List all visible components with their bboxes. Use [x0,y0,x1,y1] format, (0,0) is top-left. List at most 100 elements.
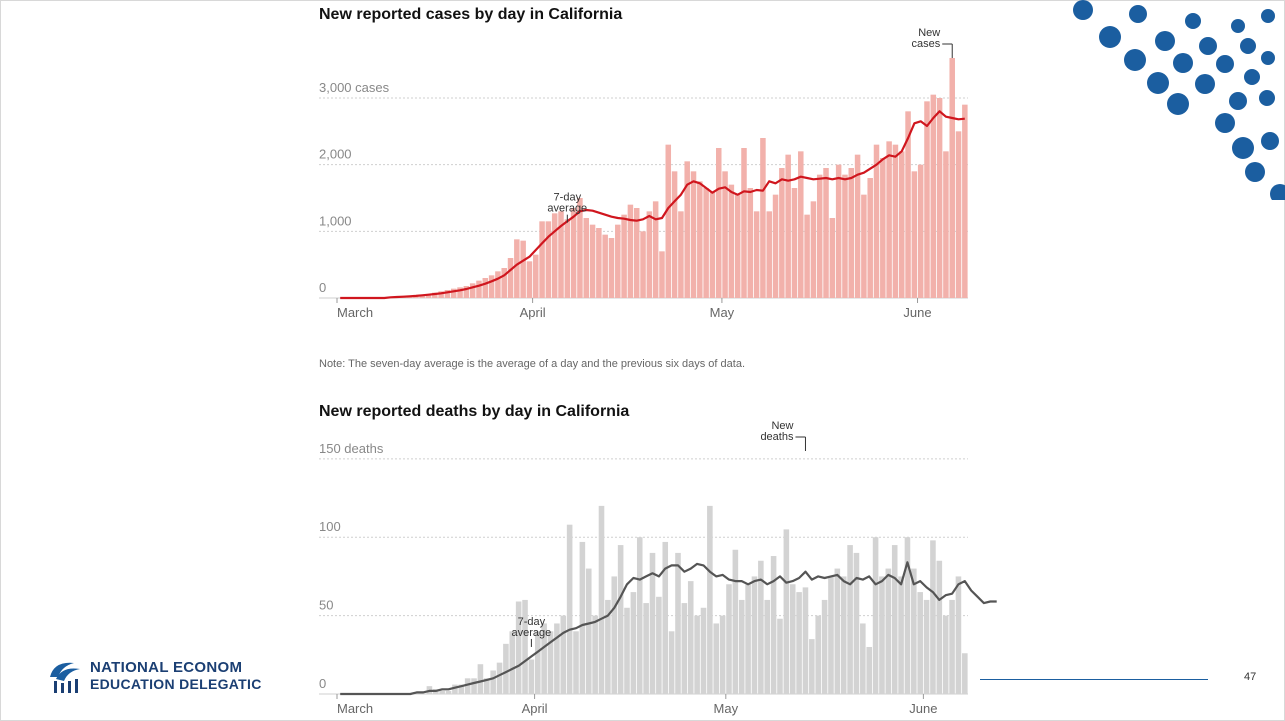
deaths-bar [541,623,547,694]
cases-x-tick-label: April [520,305,546,320]
cases-bar [917,164,924,298]
cases-bar [867,178,873,298]
cases-bar [545,221,552,298]
cases-bar [671,171,678,298]
deaths-bar [452,684,458,694]
deaths-bar [579,541,586,694]
cases-bar [684,161,690,298]
deaths-bar [872,537,879,694]
deaths-bar [617,545,624,694]
deaths-bar [930,540,936,694]
cases-x-tick-label: June [903,305,931,320]
deaths-bar [649,552,656,694]
deaths-bar [917,592,923,694]
cases-bar [835,164,842,298]
cases-annotation-line: New [918,27,940,39]
cases-bar [804,214,810,298]
cases-bar [734,194,741,298]
cases-bar [690,171,697,298]
deaths-annotation-line: average [512,627,552,639]
cases-annotation-line: average [547,203,587,215]
cases-bar [444,290,451,298]
cases-bar [533,254,539,298]
cases-bar [898,151,905,298]
cases-bar [709,191,716,298]
cases-bar [646,211,653,298]
deaths-chart: 150 deaths 100 50 0 March April May June 7-day av… [319,420,997,716]
cases-bar [728,184,735,298]
deaths-y-tick-label: 150 deaths [319,441,384,456]
cases-y-tick-label: 3,000 cases [319,80,390,95]
deaths-bar [758,560,764,694]
deaths-bar [834,568,841,694]
deaths-bar [764,599,771,694]
cases-bar [482,278,489,298]
deaths-bar [700,607,707,694]
cases-bar [564,219,571,298]
cases-bar [551,213,558,298]
deaths-y-tick-label: 100 [319,519,341,534]
deaths-y-tick-label: 0 [319,676,326,691]
cases-y-tick-label: 0 [319,280,326,295]
cases-bar [608,238,615,298]
cases-bar [526,261,533,298]
deaths-bar [745,584,751,694]
deaths-bar [534,631,541,694]
deaths-y-tick-label: 50 [319,598,333,613]
deaths-bar [668,631,675,694]
cases-bar [627,204,634,298]
cases-bar [829,218,836,298]
page-number: 47 [1244,671,1257,683]
brand-logo: NATIONAL ECONOM EDUCATION DELEGATIC [46,657,318,697]
cases-bar [816,174,823,298]
cases-bar [760,138,766,298]
deaths-bar [942,615,949,694]
deaths-bar [911,568,917,694]
cases-bar [463,286,470,298]
cases-bar [842,174,848,298]
cases-bar [602,234,608,298]
deaths-bar [471,678,477,694]
cases-bar [962,104,968,299]
cases-bar [697,181,703,298]
cases-bar [457,287,463,298]
cases-bar [880,158,886,298]
deaths-bar [802,587,809,694]
cases-bar [539,221,545,298]
cases-bar [438,291,444,298]
cases-bar [886,141,892,298]
cases-bar [640,231,646,298]
deaths-x-tick-label: June [909,701,937,716]
cases-bar [507,258,514,298]
deaths-bar [891,545,898,694]
cases-bar [450,288,457,298]
cases-bar [633,208,640,298]
deaths-bar [566,524,573,694]
deaths-bar [630,592,637,694]
cases-bar [615,224,621,298]
deaths-bar [687,581,694,694]
deaths-bar [770,556,777,694]
cases-bar [488,275,495,298]
deaths-bar [585,568,592,694]
deaths-bar [898,576,904,694]
deaths-bar [885,568,892,694]
cases-bar [823,168,829,298]
footer-divider [980,679,1208,680]
nedc-logo-icon [50,662,80,693]
cases-bar [911,171,918,298]
cases-bar [772,194,779,298]
cases-chart-title: New reported cases by day in California [319,6,623,23]
deaths-bar [694,615,700,694]
cases-bar [873,144,880,298]
deaths-bar [962,653,968,694]
deaths-bar [955,576,962,694]
cases-x-tick-label: March [337,305,373,320]
deaths-bar [713,623,720,694]
cases-bar [722,171,728,298]
deaths-bar [783,529,790,694]
deaths-bar [477,664,484,694]
deaths-bar [821,599,828,694]
deaths-bar [464,678,471,694]
cases-bar [779,168,785,298]
